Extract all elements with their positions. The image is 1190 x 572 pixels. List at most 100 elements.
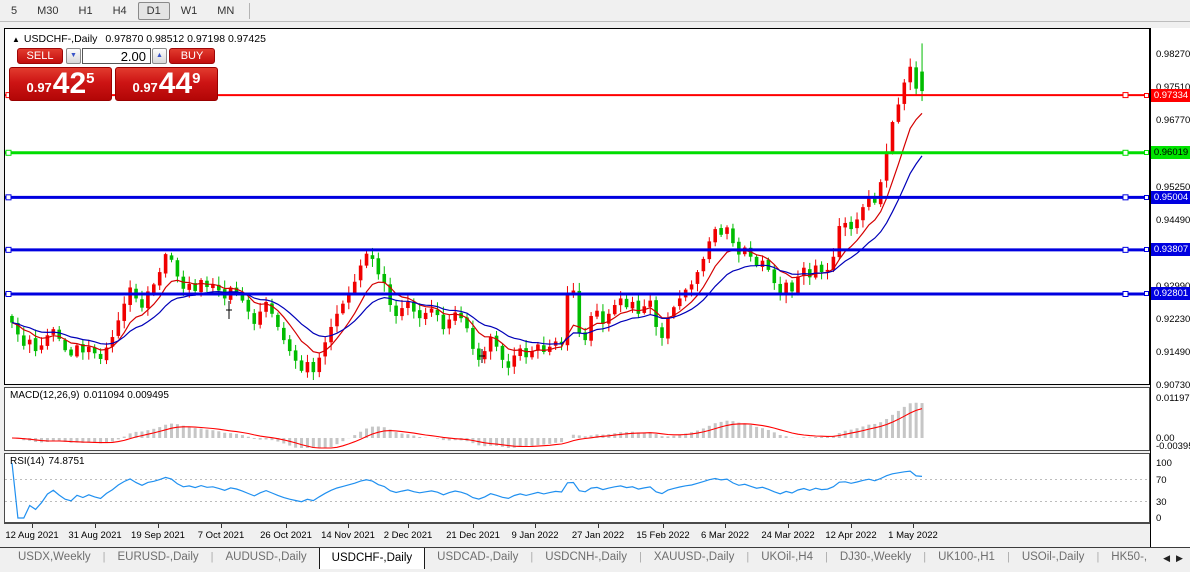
price-axis[interactable]: 0.982700.975100.967700.960100.952500.944… [1144, 28, 1190, 547]
chart-tab-xauusd-daily[interactable]: XAUUSD-,Daily [653, 551, 735, 563]
date-tick [788, 524, 789, 528]
triangle-up-icon: ▲ [156, 52, 163, 59]
price-tick-label: 0.95250 [1156, 181, 1190, 193]
macd-tick-label: 0.011979 [1156, 393, 1190, 404]
timeframe-button-w1[interactable]: W1 [180, 4, 198, 17]
chart-tab-usdx-weekly[interactable]: USDX,Weekly [18, 551, 91, 563]
scroll-right-icon[interactable]: ▶ [1176, 553, 1183, 563]
macd-label: MACD(12,26,9) 0.011094 0.009495 [10, 390, 173, 401]
date-tick [158, 524, 159, 528]
date-label: 9 Jan 2022 [511, 530, 559, 541]
rsi-label: RSI(14) 74.8751 [10, 456, 89, 467]
rsi-name: RSI(14) [10, 456, 45, 467]
price-tick-label: 0.96770 [1156, 114, 1190, 126]
tab-separator: | [530, 551, 534, 563]
tab-separator: | [1006, 551, 1010, 563]
chart-tab-uk100-h1[interactable]: UK100-,H1 [938, 551, 995, 563]
line-handle[interactable] [5, 194, 12, 201]
line-handle[interactable] [1122, 92, 1129, 99]
chart-tab-audusd-daily[interactable]: AUDUSD-,Daily [225, 551, 307, 563]
date-label: 26 Oct 2021 [260, 530, 312, 541]
buy-button[interactable]: BUY [169, 48, 215, 64]
timeframe-button-d1[interactable]: D1 [137, 1, 170, 20]
timeframe-button-h4[interactable]: H4 [112, 4, 127, 17]
date-tick [598, 524, 599, 528]
toolbar-separator [249, 2, 251, 19]
line-axis-anchor [1144, 92, 1149, 98]
date-label: 21 Dec 2021 [446, 530, 500, 541]
date-label: 2 Dec 2021 [383, 530, 433, 541]
chart-window: ▲ USDCHF-,Daily 0.97870 0.98512 0.97198 0… [4, 28, 1190, 547]
date-axis[interactable]: 12 Aug 2021 31 Aug 2021 19 Sep 2021 7 Oct 2… [4, 523, 1150, 547]
line-handle[interactable] [5, 149, 12, 156]
price-level-badge: 0.96019 [1144, 146, 1190, 160]
chart-ohlc-values: 0.97870 0.98512 0.97198 0.97425 [105, 33, 266, 45]
price-tick-label: 0.97510 [1156, 82, 1190, 93]
chart-tab-usoil-daily[interactable]: USOil-,Daily [1021, 551, 1085, 563]
price-level-badge: 0.97334 [1144, 88, 1190, 102]
macd-values: 0.011094 0.009495 [83, 390, 169, 401]
line-handle[interactable] [1122, 194, 1129, 201]
date-label: 12 Apr 2022 [825, 530, 877, 541]
sell-button[interactable]: SELL [17, 48, 63, 64]
tab-separator: | [746, 551, 750, 563]
rsi-tick-label: 0 [1156, 513, 1162, 524]
timeframe-toolbar: 5 M30 H1 H4 D1 W1 MN [0, 0, 1190, 22]
scroll-left-icon[interactable]: ◀ [1163, 553, 1171, 563]
line-axis-anchor [1144, 194, 1149, 200]
date-tick [473, 524, 474, 528]
date-label: 14 Nov 2021 [321, 530, 375, 541]
line-handle[interactable] [1122, 246, 1129, 253]
line-handle[interactable] [1122, 149, 1129, 156]
line-axis-anchor [1144, 247, 1149, 253]
macd-plot [11, 402, 924, 449]
rsi-plot [5, 462, 1149, 519]
ma-fast-line [11, 112, 923, 354]
rsi-tick-label: 70 [1156, 474, 1167, 486]
tab-separator: | [102, 551, 106, 563]
tab-separator: | [638, 551, 642, 563]
timeframe-button-m30[interactable]: M30 [37, 4, 59, 17]
timeframe-button-5[interactable]: 5 [11, 4, 18, 17]
date-tick [221, 524, 222, 528]
line-handle[interactable] [5, 290, 12, 297]
price-tick-label: 0.98270 [1156, 49, 1190, 60]
timeframe-button-h1[interactable]: H1 [78, 4, 93, 17]
sell-price-pip: 5 [86, 70, 95, 87]
chart-tab-usdcnh-daily[interactable]: USDCNH-,Daily [545, 551, 627, 563]
sell-price-big: 42 [52, 67, 87, 100]
symbol-arrow-icon: ▲ [12, 35, 20, 44]
chart-tab-eurusd-daily[interactable]: EURUSD-,Daily [117, 551, 199, 563]
ma-slow-line [11, 155, 923, 345]
price-tick-label: 0.91490 [1156, 346, 1190, 358]
line-handle[interactable] [1122, 290, 1129, 297]
date-tick [286, 524, 287, 528]
buy-price-button[interactable]: 0.97 44 9 [115, 67, 218, 101]
chart-header: ▲ USDCHF-,Daily 0.97870 0.98512 0.97198 0… [12, 33, 266, 45]
candlestick-chart[interactable] [5, 29, 1149, 384]
sell-price-button[interactable]: 0.97 42 5 [9, 67, 112, 101]
macd-pane[interactable]: MACD(12,26,9) 0.011094 0.009495 [4, 387, 1150, 451]
main-chart-pane[interactable]: ▲ USDCHF-,Daily 0.97870 0.98512 0.97198 0… [4, 28, 1150, 385]
date-tick [663, 524, 664, 528]
price-tick-label: 0.92230 [1156, 314, 1190, 326]
chart-tab-hk50-[interactable]: HK50-, [1111, 551, 1148, 563]
chart-tab-bar: USDX,Weekly | EURUSD-,Daily | AUDUSD-,Daily U… [0, 547, 1190, 572]
chart-tab-usdcad-daily[interactable]: USDCAD-,Daily [437, 551, 519, 563]
line-handle[interactable] [5, 246, 12, 253]
volume-increase-button[interactable]: ▲ [152, 48, 167, 64]
chart-tab-usdchf-daily[interactable]: USDCHF-,Daily [318, 548, 426, 569]
triangle-down-icon: ▼ [70, 52, 77, 59]
tab-separator: | [923, 551, 927, 563]
timeframe-button-mn[interactable]: MN [217, 4, 235, 17]
date-label: 24 Mar 2022 [761, 530, 815, 541]
chart-tab-ukoil-h4[interactable]: UKOil-,H4 [761, 551, 813, 563]
rsi-pane[interactable]: RSI(14) 74.8751 [4, 453, 1150, 523]
chart-tab-dj30-weekly[interactable]: DJ30-,Weekly [839, 551, 912, 563]
rsi-tick-label: 30 [1156, 496, 1167, 508]
volume-decrease-button[interactable]: ▼ [66, 48, 81, 64]
price-level-badge: 0.92801 [1144, 287, 1190, 301]
volume-input[interactable] [82, 48, 151, 64]
buy-price-pip: 9 [192, 70, 201, 87]
